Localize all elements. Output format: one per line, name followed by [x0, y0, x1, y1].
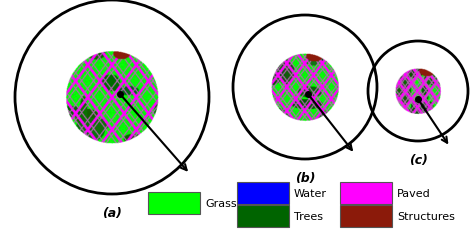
Bar — [148, 192, 200, 214]
Text: Water: Water — [294, 188, 327, 198]
Text: (a): (a) — [102, 206, 122, 219]
Bar — [340, 205, 392, 227]
Text: Trees: Trees — [294, 211, 323, 221]
Text: Grass: Grass — [205, 198, 237, 208]
Text: (b): (b) — [295, 171, 315, 184]
Text: (c): (c) — [409, 153, 428, 166]
Bar — [340, 182, 392, 204]
Bar — [237, 182, 289, 204]
Text: Structures: Structures — [397, 211, 455, 221]
Text: Paved: Paved — [397, 188, 431, 198]
Bar — [237, 205, 289, 227]
